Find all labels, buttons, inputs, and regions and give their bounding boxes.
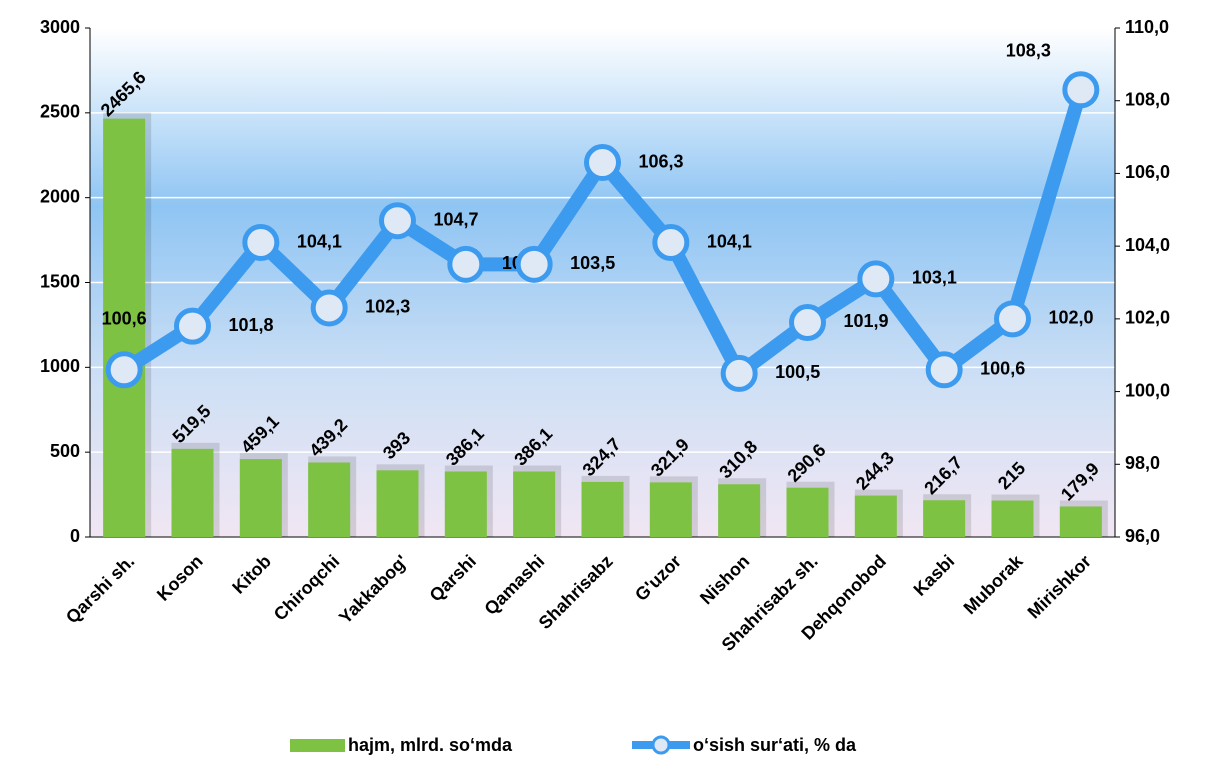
line-value-label: 100,6 (102, 309, 147, 329)
line-marker (447, 245, 485, 283)
line-value-label: 102,3 (365, 297, 410, 317)
line-value-label: 103,1 (912, 268, 957, 288)
bar (444, 471, 487, 537)
legend-label: hajm, mlrd. so‘mda (348, 735, 513, 755)
line-value-label: 101,9 (844, 311, 889, 331)
bar (308, 462, 351, 537)
x-tick-label: Kasbi (910, 551, 959, 600)
x-tick-label: Qarshi sh. (62, 551, 138, 627)
line-value-label: 108,3 (1006, 41, 1051, 61)
line-marker (310, 289, 348, 327)
x-tick-label: G'uzor (631, 551, 685, 605)
legend-label: o‘sish sur‘ati, % da (693, 735, 857, 755)
line-value-label: 100,5 (775, 362, 820, 382)
line-marker (174, 307, 211, 345)
x-tick-label: Kitob (228, 551, 275, 598)
line-value-label: 106,3 (639, 151, 684, 171)
y-tick-label: 1000 (40, 356, 80, 376)
line-value-label: 103,5 (570, 253, 615, 273)
line-marker (242, 224, 280, 262)
line-marker (515, 245, 553, 283)
bar (854, 495, 897, 537)
y2-tick-label: 100,0 (1125, 380, 1170, 400)
bar (513, 471, 556, 537)
legend-swatch (651, 735, 671, 755)
line-marker (994, 300, 1031, 338)
y-tick-label: 1500 (40, 271, 80, 291)
legend-swatch (290, 739, 345, 752)
y-tick-label: 2500 (40, 102, 80, 122)
line-marker (789, 303, 826, 341)
line-marker (925, 351, 963, 389)
x-tick-label: Mirishkor (1024, 551, 1095, 622)
x-tick-label: Muborak (960, 550, 1028, 618)
bar (171, 448, 214, 537)
line-marker (584, 144, 621, 182)
line-marker (720, 354, 758, 392)
line-value-label: 104,7 (434, 209, 479, 229)
x-tick-label: Koson (153, 551, 207, 605)
y-tick-label: 0 (70, 526, 80, 546)
x-tick-label: Nishon (696, 551, 753, 608)
y2-tick-label: 110,0 (1125, 17, 1169, 37)
line-marker (652, 224, 690, 262)
y-tick-label: 2000 (40, 186, 80, 206)
bar (991, 500, 1034, 537)
line-marker (1062, 71, 1100, 109)
x-tick-label: Yakkabog' (335, 551, 412, 628)
bar (923, 500, 966, 537)
x-tick-label: Qarshi (426, 551, 480, 605)
x-tick-label: Chiroqchi (270, 551, 344, 625)
x-tick-label: Shahrisabz (535, 551, 617, 633)
y2-tick-label: 96,0 (1125, 526, 1160, 546)
line-value-label: 104,1 (707, 231, 752, 251)
y2-tick-label: 106,0 (1125, 162, 1170, 182)
line-value-label: 100,6 (980, 359, 1025, 379)
y2-tick-label: 108,0 (1125, 89, 1170, 109)
y2-tick-label: 102,0 (1125, 308, 1170, 328)
x-tick-label: Qamashi (480, 551, 548, 619)
line-value-label: 104,1 (297, 231, 342, 251)
bar (581, 481, 624, 537)
line-marker (857, 260, 895, 298)
bar (786, 487, 829, 537)
line-value-label: 102,0 (1049, 308, 1094, 328)
y2-tick-label: 98,0 (1125, 453, 1160, 473)
line-marker (379, 202, 416, 240)
y2-tick-label: 104,0 (1125, 235, 1170, 255)
bar (103, 118, 146, 538)
y-tick-label: 3000 (40, 17, 80, 37)
bar (1059, 506, 1102, 537)
bar (718, 484, 761, 537)
bar (649, 482, 692, 537)
y-tick-label: 500 (50, 441, 80, 461)
bar (239, 459, 282, 537)
line-marker (105, 351, 143, 389)
line-value-label: 101,8 (229, 315, 274, 335)
bar (376, 470, 419, 537)
